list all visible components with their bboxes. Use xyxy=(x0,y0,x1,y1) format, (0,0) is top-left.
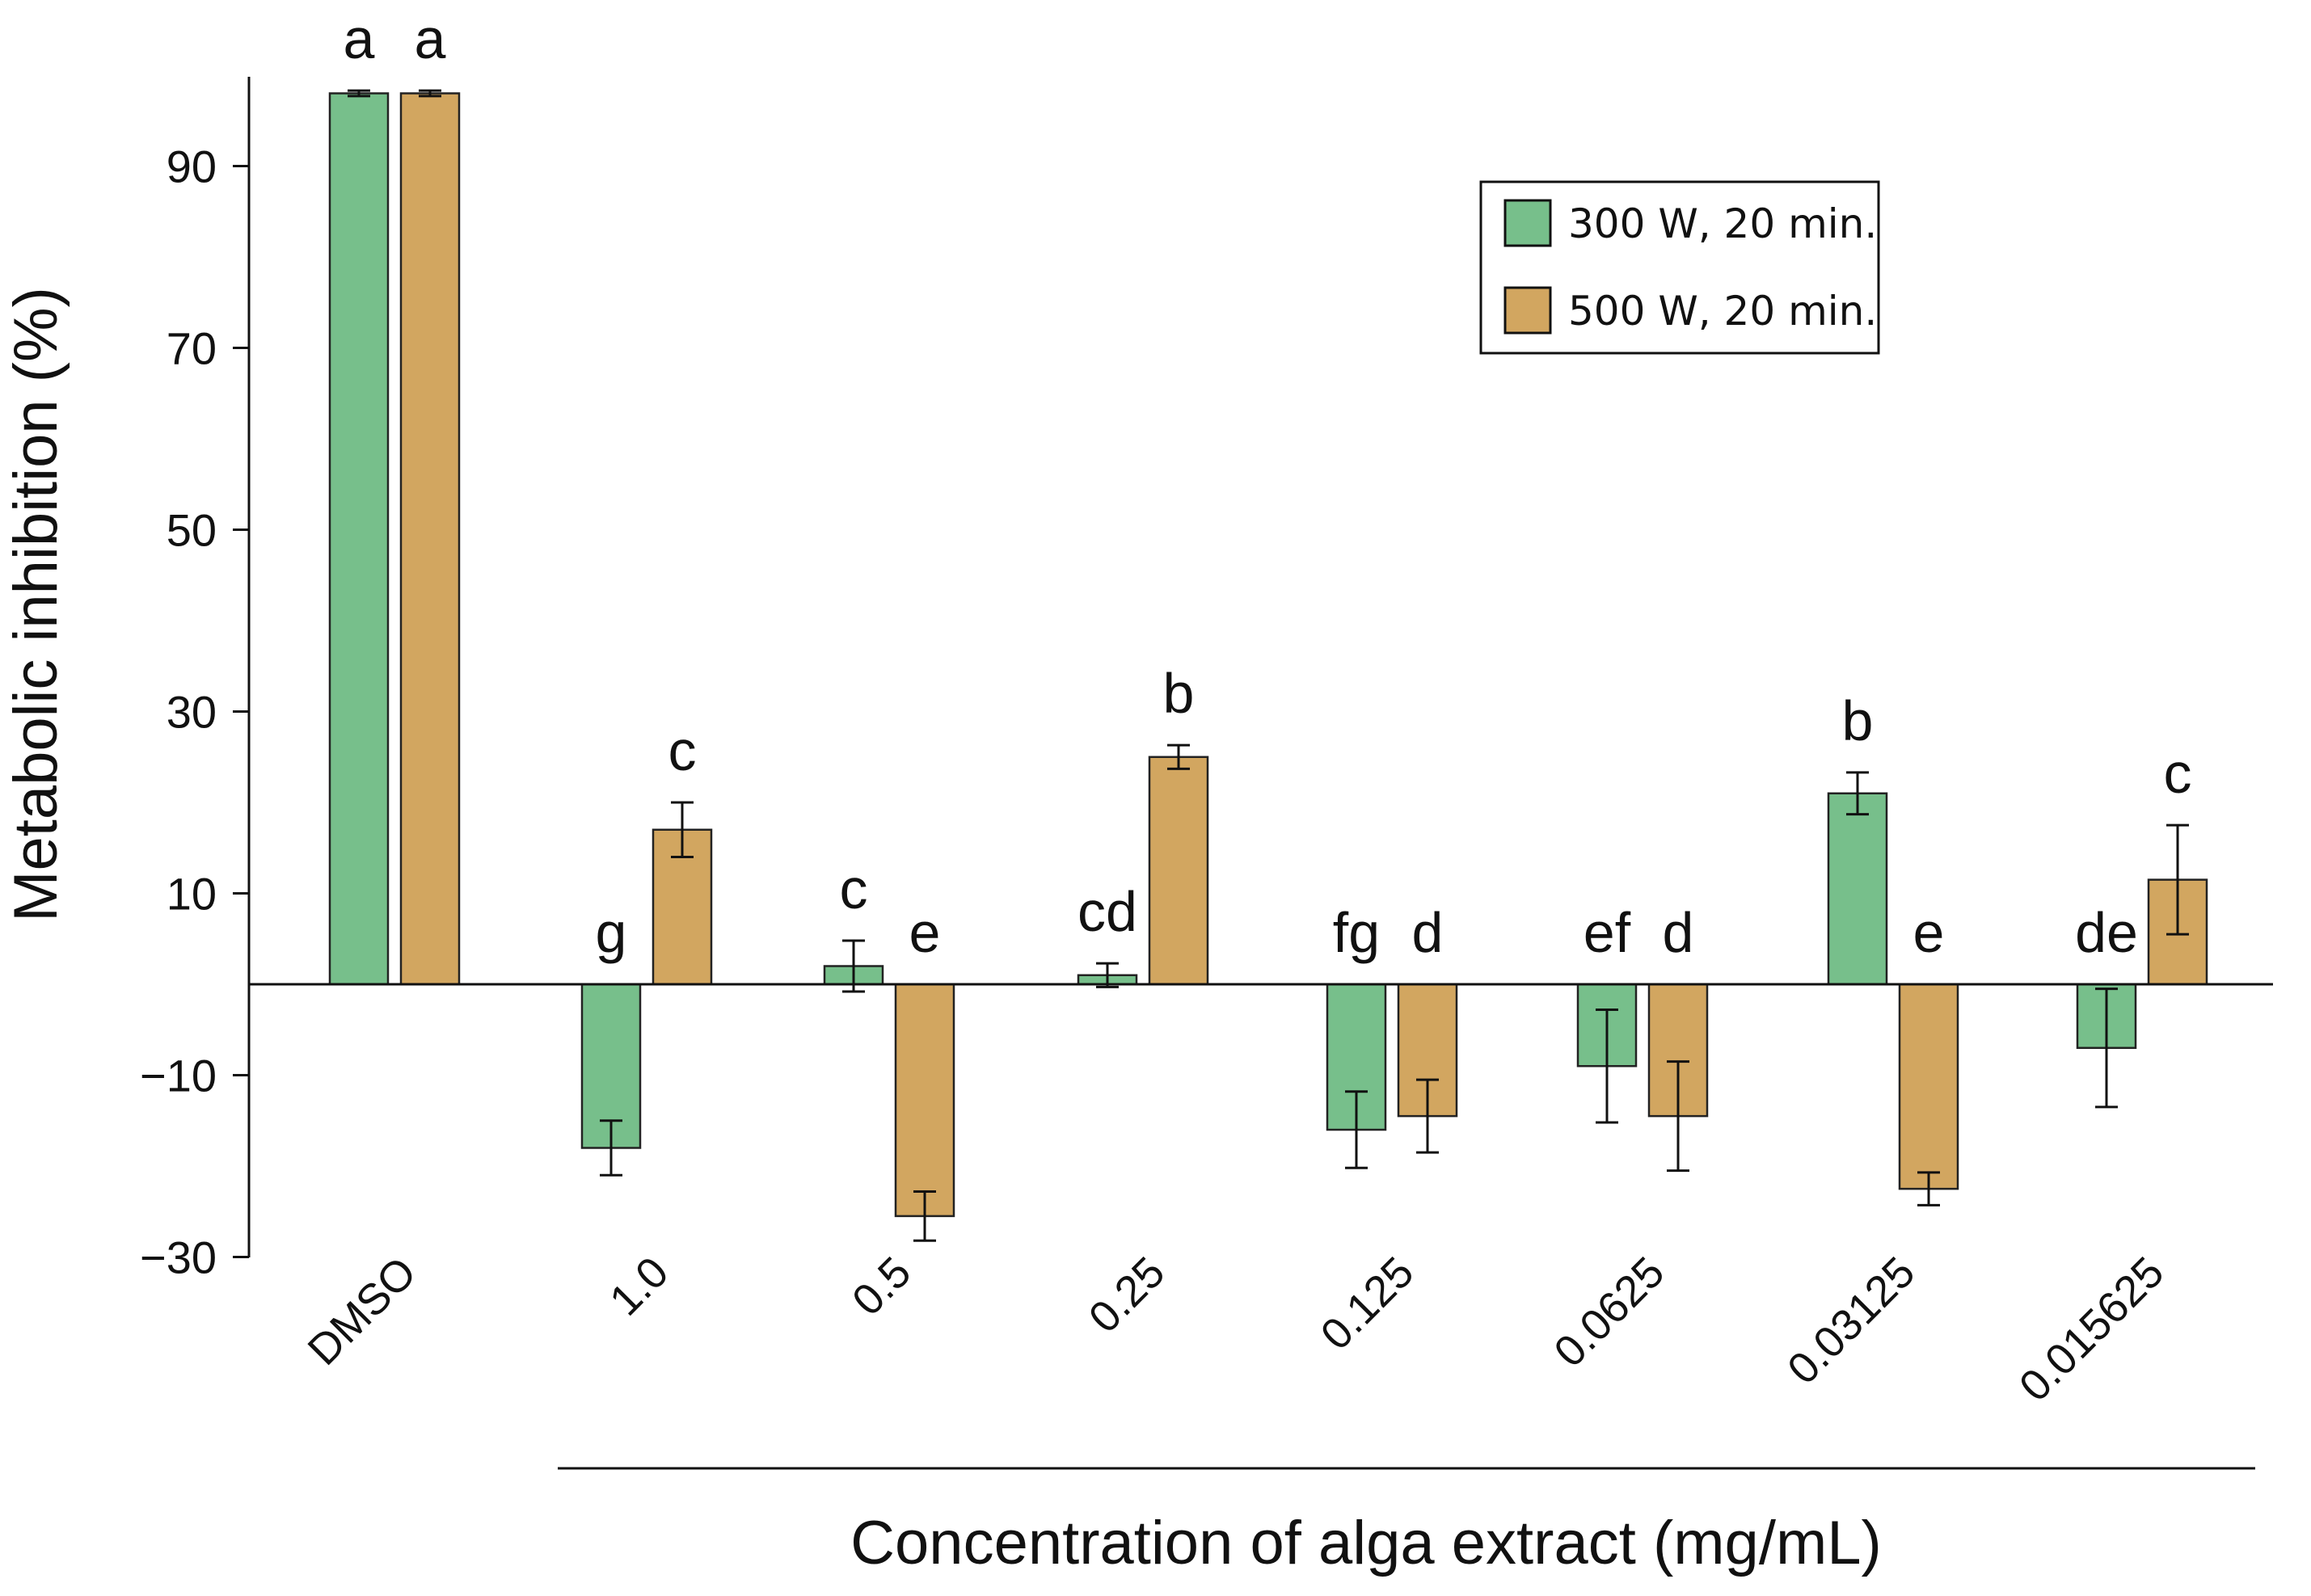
significance-letter: d xyxy=(1412,901,1444,964)
y-tick-label: 30 xyxy=(167,687,217,738)
significance-letter: d xyxy=(1663,901,1694,964)
legend: 300 W, 20 min. 500 W, 20 min. xyxy=(1479,180,1880,355)
x-tick-labels: DMSO 1.0 0.5 0.25 0.125 0.0625 0.03125 0.015625 xyxy=(299,1248,2174,1411)
significance-letter: fg xyxy=(1333,901,1380,964)
bar-300w xyxy=(1827,792,1888,986)
y-tick-label: −30 xyxy=(140,1232,217,1283)
y-tick-label: −10 xyxy=(140,1051,217,1101)
x-tick-label: 1.0 xyxy=(601,1248,678,1325)
legend-label-500w: 500 W, 20 min. xyxy=(1568,288,1877,335)
bar-500w xyxy=(1148,756,1209,986)
bar-500w xyxy=(399,92,461,986)
x-tick-label: 0.25 xyxy=(1080,1248,1174,1342)
x-tick-label: 0.125 xyxy=(1312,1248,1423,1359)
y-axis-title: Metabolic inhibition (%) xyxy=(2,287,70,922)
x-tick-label: 0.03125 xyxy=(1778,1248,1924,1393)
significance-letter: b xyxy=(1163,662,1195,725)
bar-300w xyxy=(328,92,390,986)
significance-letter: ef xyxy=(1584,901,1631,964)
significance-letter: c xyxy=(840,857,868,920)
significance-letter: cd xyxy=(1077,880,1137,943)
x-tick-label: 0.015625 xyxy=(2010,1248,2174,1411)
significance-letter: a xyxy=(344,7,375,70)
significance-letter: e xyxy=(909,901,941,964)
significance-letter: a xyxy=(415,7,446,70)
y-axis: −30 −10 10 30 50 70 90 xyxy=(140,77,251,1283)
significance-letter: c xyxy=(2164,742,2192,805)
y-tick-label: 10 xyxy=(167,869,217,920)
legend-label-300w: 300 W, 20 min. xyxy=(1568,200,1877,247)
significance-letter: b xyxy=(1842,689,1874,752)
significance-letter: c xyxy=(668,719,697,782)
x-tick-label: 0.0625 xyxy=(1545,1248,1673,1376)
bars xyxy=(328,89,2208,1242)
x-tick-label: DMSO xyxy=(299,1248,426,1375)
legend-swatch-500w xyxy=(1503,286,1552,335)
y-tick-label: 70 xyxy=(167,323,217,374)
y-tick-label: 90 xyxy=(167,141,217,192)
significance-letter: e xyxy=(1913,901,1945,964)
x-tick-label: 0.5 xyxy=(843,1248,921,1325)
y-tick-label: 50 xyxy=(167,505,217,556)
significance-letter: g xyxy=(596,901,627,964)
significance-letter: de xyxy=(2075,901,2138,964)
bar-500w xyxy=(1898,983,1959,1190)
bar-500w xyxy=(894,983,955,1218)
legend-swatch-300w xyxy=(1503,199,1552,247)
x-axis-title: Concentration of alga extract (mg/mL) xyxy=(850,1509,1882,1577)
